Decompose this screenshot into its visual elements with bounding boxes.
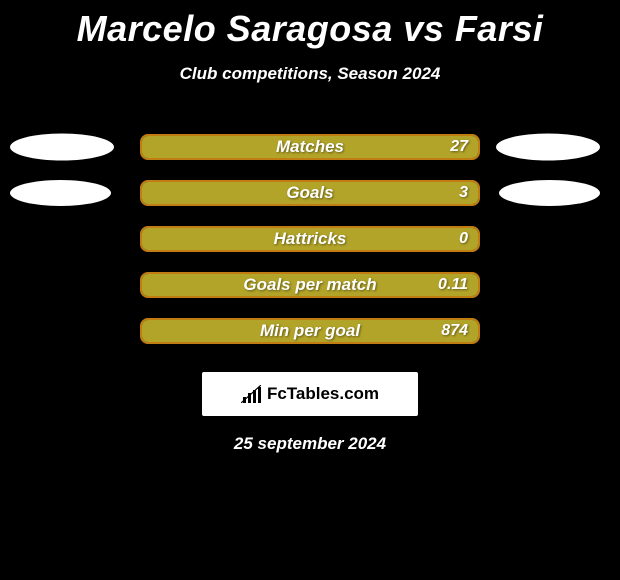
date-text: 25 september 2024 xyxy=(0,434,620,454)
stat-bar-fill xyxy=(142,136,478,158)
logo-label: FcTables.com xyxy=(267,384,379,404)
stat-row: Matches27 xyxy=(0,124,620,170)
stat-bar xyxy=(140,318,480,344)
fctables-logo[interactable]: FcTables.com xyxy=(202,372,418,416)
stat-bar xyxy=(140,180,480,206)
left-pill xyxy=(10,180,111,206)
stat-bar-fill xyxy=(142,228,478,250)
left-pill xyxy=(10,134,114,161)
logo-text: FcTables.com xyxy=(241,384,379,404)
stat-row: Hattricks0 xyxy=(0,216,620,262)
bar-chart-icon xyxy=(241,385,261,403)
stat-bar-fill xyxy=(142,182,478,204)
stats-container: Matches27Goals3Hattricks0Goals per match… xyxy=(0,124,620,354)
stat-bar xyxy=(140,226,480,252)
stat-row: Min per goal874 xyxy=(0,308,620,354)
page-title: Marcelo Saragosa vs Farsi xyxy=(0,0,620,50)
stat-bar-fill xyxy=(142,320,478,342)
stat-row: Goals3 xyxy=(0,170,620,216)
stat-row: Goals per match0.11 xyxy=(0,262,620,308)
stat-bar-fill xyxy=(142,274,478,296)
stat-bar xyxy=(140,134,480,160)
subtitle: Club competitions, Season 2024 xyxy=(0,64,620,84)
stat-bar xyxy=(140,272,480,298)
right-pill xyxy=(499,180,600,206)
right-pill xyxy=(496,134,600,161)
